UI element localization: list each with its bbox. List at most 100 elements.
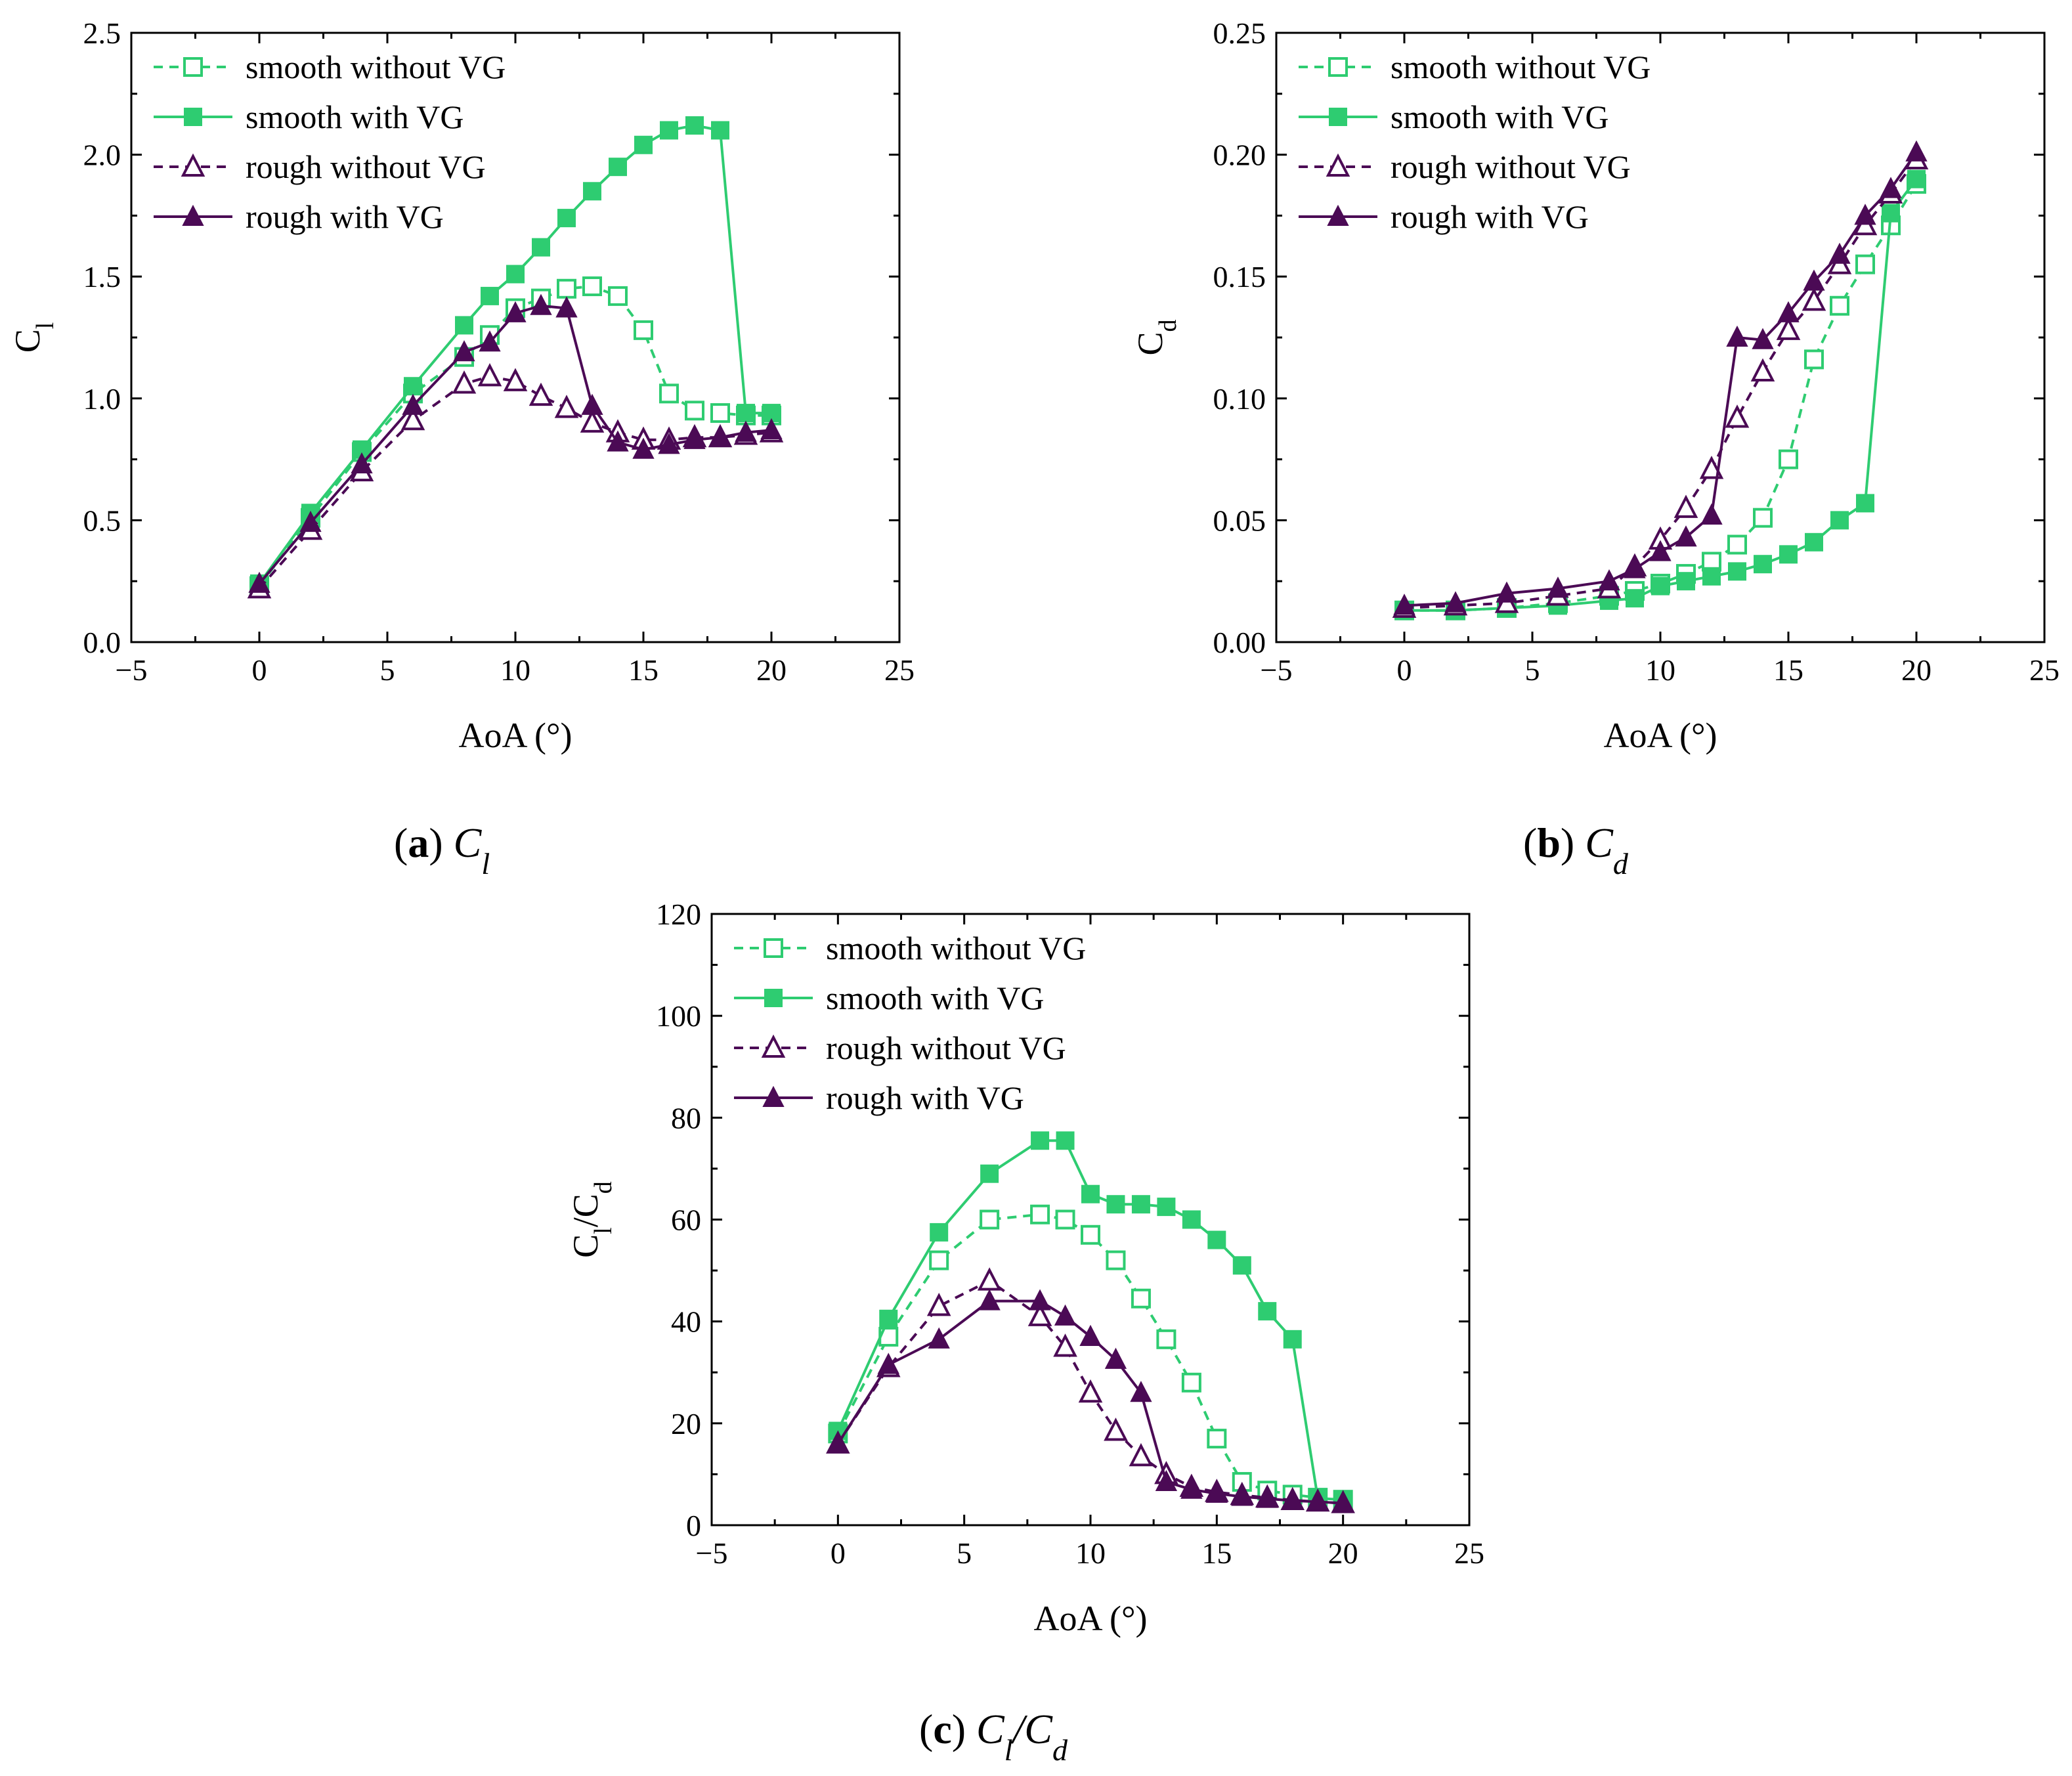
data-point — [1830, 295, 1849, 316]
x-tick-label: 20 — [756, 653, 787, 687]
data-point — [1673, 494, 1698, 518]
data-point — [1027, 1303, 1052, 1326]
data-point — [928, 1327, 950, 1349]
legend-label: rough without VG — [826, 1029, 1066, 1066]
data-point — [1753, 508, 1773, 528]
data-point — [1905, 140, 1928, 162]
x-tick-label: 5 — [380, 653, 395, 687]
legend-label: smooth with VG — [246, 98, 464, 135]
data-point — [1725, 404, 1750, 428]
data-point — [1081, 1224, 1100, 1245]
y-tick-label: 0.0 — [83, 626, 121, 659]
y-tick-label: 0.00 — [1213, 626, 1266, 659]
data-point — [479, 330, 501, 352]
legend: smooth without VG smooth with VG rough wit… — [734, 930, 1086, 1116]
data-point — [709, 425, 731, 447]
data-point — [879, 1309, 898, 1328]
data-point — [504, 301, 527, 322]
legend-label: smooth with VG — [826, 980, 1044, 1016]
legend-label: rough with VG — [1391, 198, 1589, 235]
data-point — [1078, 1379, 1103, 1403]
data-point — [609, 158, 627, 177]
y-tick-label: 0.15 — [1213, 260, 1266, 293]
series-smooth-without-VG — [828, 1204, 1353, 1510]
data-point — [555, 296, 578, 318]
y-axis-label: Cl/Cd — [566, 1181, 617, 1258]
data-point — [1282, 1488, 1304, 1510]
data-point — [1444, 591, 1467, 613]
y-axis-label: Cl — [8, 322, 59, 353]
legend-marker — [183, 57, 203, 77]
data-point — [1106, 1250, 1126, 1270]
y-tick-label: 0.05 — [1213, 504, 1266, 537]
data-point — [607, 430, 629, 452]
data-point — [735, 420, 757, 442]
data-point — [554, 395, 579, 418]
data-point — [1131, 1288, 1151, 1309]
x-tick-label: 20 — [1901, 653, 1932, 687]
y-label-main: C — [1131, 332, 1170, 355]
data-point — [685, 401, 704, 421]
data-point — [1855, 254, 1875, 274]
caption-paren-open: ( — [1523, 819, 1537, 866]
series-rough-with-VG — [248, 293, 783, 593]
y-label-sub2: d — [590, 1181, 617, 1194]
data-point — [929, 1250, 949, 1270]
legend-marker — [764, 989, 783, 1007]
series-line — [258, 124, 771, 585]
data-point — [529, 382, 553, 406]
legend-label: rough without VG — [246, 148, 486, 185]
data-point — [1496, 581, 1518, 603]
data-point — [1079, 1324, 1102, 1346]
panel-caption: (c) Cl/Cd — [919, 1706, 1068, 1767]
data-point — [1907, 169, 1926, 188]
data-point — [1624, 557, 1646, 578]
y-label-sub: d — [1154, 319, 1182, 332]
data-point — [980, 1209, 1000, 1230]
y-label-main: C — [8, 329, 47, 353]
x-axis-label: AoA (°) — [458, 716, 572, 755]
data-point — [1231, 1484, 1253, 1506]
data-point — [1054, 1304, 1077, 1326]
caption-symbol: C — [454, 819, 483, 866]
x-tick-label: 5 — [957, 1536, 972, 1570]
x-tick-label: −5 — [116, 653, 148, 687]
x-tick-label: 5 — [1525, 653, 1540, 687]
legend-label: smooth with VG — [1391, 98, 1608, 135]
x-tick-label: 10 — [1075, 1536, 1106, 1570]
data-point — [608, 286, 628, 306]
data-point — [1207, 1230, 1226, 1249]
data-point — [978, 1289, 1001, 1310]
data-point — [453, 340, 475, 362]
caption-sub2: d — [1052, 1733, 1068, 1767]
data-point — [634, 135, 653, 154]
legend-marker — [1328, 57, 1348, 77]
x-tick-label: 0 — [1397, 653, 1412, 687]
data-point — [1030, 1204, 1050, 1224]
data-point — [634, 320, 653, 340]
data-point — [977, 1267, 1002, 1291]
data-point — [685, 116, 704, 135]
data-point — [1053, 1333, 1077, 1357]
data-point — [1393, 594, 1415, 615]
data-point — [1056, 1131, 1075, 1150]
y-label-mid: /C — [566, 1194, 605, 1227]
x-tick-label: −5 — [1261, 653, 1293, 687]
x-tick-label: 0 — [252, 653, 267, 687]
data-point — [1803, 269, 1825, 291]
legend-label: rough without VG — [1391, 148, 1631, 185]
y-tick-label: 60 — [671, 1203, 701, 1237]
panel-caption: (a) Cl — [394, 819, 490, 880]
data-point — [1031, 1131, 1050, 1150]
caption-paren-close: ) — [952, 1706, 976, 1752]
data-point — [1283, 1330, 1302, 1349]
data-point — [351, 452, 373, 474]
data-point — [477, 363, 502, 387]
data-point — [926, 1293, 951, 1316]
data-point — [1830, 511, 1849, 530]
data-point — [632, 437, 655, 459]
legend: smooth without VG smooth with VG rough wit… — [154, 49, 506, 235]
data-point — [1258, 1302, 1277, 1321]
data-point — [557, 209, 576, 228]
